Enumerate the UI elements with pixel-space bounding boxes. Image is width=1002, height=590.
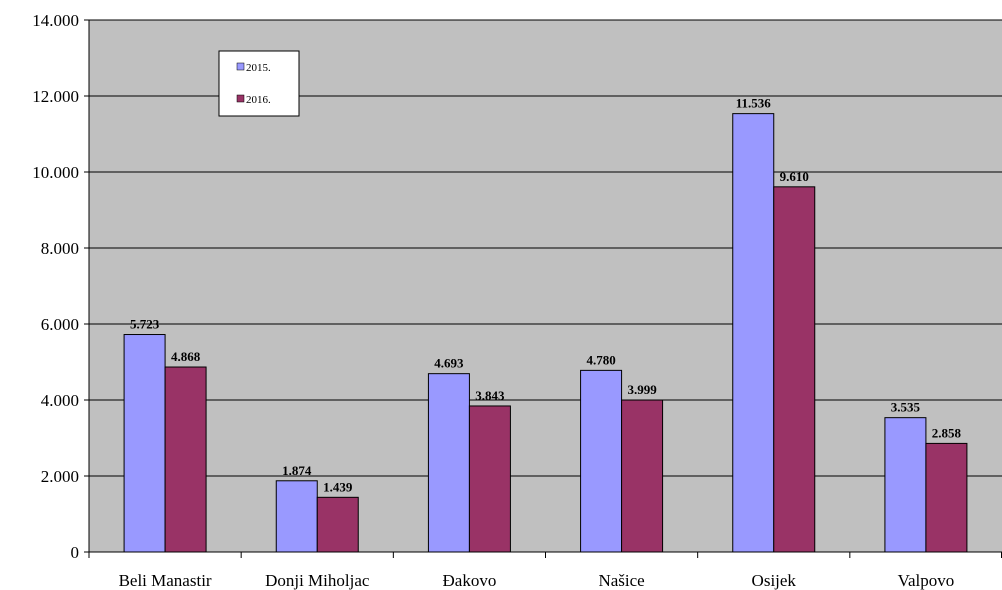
- bar-2015: [580, 369, 623, 553]
- x-axis: Beli Manastir Donji Miholjac Đakovo Našice O…: [88, 551, 1002, 590]
- data-label: 5.723: [130, 317, 160, 332]
- data-label: 1.874: [282, 463, 312, 478]
- data-label: 11.536: [736, 96, 772, 111]
- legend-label: 2016.: [246, 94, 271, 106]
- bar-2016: [925, 442, 968, 553]
- y-axis: 0 2.000 4.000 6.000 8.000 10.000 12.000 14.000: [32, 11, 90, 562]
- x-category-label: Donji Miholjac: [265, 571, 370, 590]
- x-category-label: Osijek: [752, 571, 797, 590]
- bar-2015: [275, 480, 318, 553]
- legend-swatch: [236, 62, 245, 71]
- x-category-label: Beli Manastir: [119, 571, 212, 590]
- legend: 2015. 2016.: [218, 50, 300, 117]
- data-label: 1.439: [323, 479, 353, 494]
- bar-2015: [427, 373, 470, 553]
- data-label: 3.999: [627, 382, 657, 397]
- data-label: 4.780: [586, 352, 615, 367]
- data-label: 4.693: [434, 356, 464, 371]
- x-category-label: Đakovo: [443, 571, 497, 590]
- gridlines: [89, 19, 1002, 477]
- legend-label: 2015.: [246, 62, 271, 74]
- y-tick-label: 10.000: [32, 163, 79, 182]
- data-label: 3.843: [475, 388, 505, 403]
- bar-2015: [732, 113, 775, 553]
- data-label: 9.610: [780, 169, 809, 184]
- bar-2016: [621, 399, 664, 553]
- data-label: 4.868: [171, 349, 201, 364]
- y-tick-label: 12.000: [32, 87, 79, 106]
- bar-2016: [164, 366, 207, 553]
- x-category-label: Našice: [598, 571, 644, 590]
- x-category-label: Valpovo: [898, 571, 955, 590]
- bars: 5.723 4.868 1.874 1.439 4.693 3.843 4.780 3.999…: [123, 96, 968, 553]
- data-label: 3.535: [891, 400, 921, 415]
- bar-2015: [123, 334, 166, 553]
- y-tick-label: 8.000: [41, 239, 79, 258]
- bar-2016: [773, 186, 816, 553]
- bar-2015: [884, 417, 927, 553]
- bar-2016: [316, 496, 359, 553]
- y-tick-label: 4.000: [41, 391, 79, 410]
- data-label: 2.858: [932, 425, 962, 440]
- y-tick-label: 6.000: [41, 315, 79, 334]
- bar-2016: [468, 405, 511, 553]
- y-tick-label: 14.000: [32, 11, 79, 30]
- y-tick-label: 2.000: [41, 467, 79, 486]
- y-tick-label: 0: [71, 543, 80, 562]
- legend-swatch: [236, 94, 245, 103]
- legend-box: [218, 50, 300, 117]
